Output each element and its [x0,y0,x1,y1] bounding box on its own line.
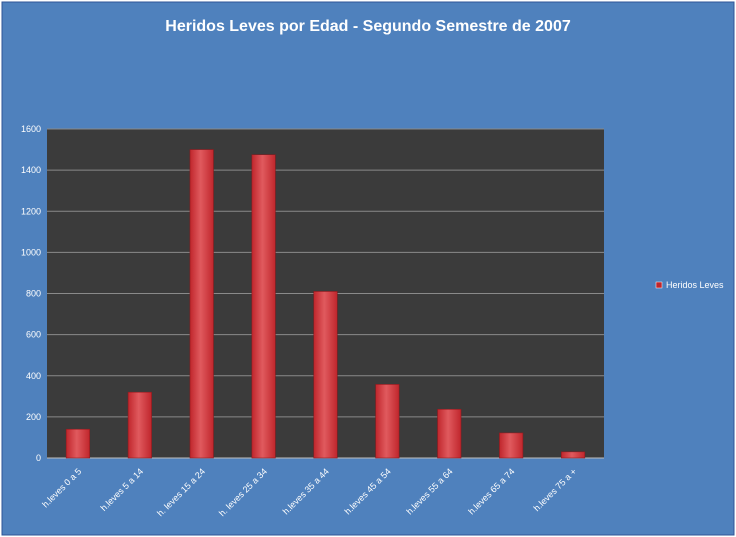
bar [560,451,586,459]
legend-label: Heridos Leves [666,280,724,290]
bars [65,149,586,459]
legend: Heridos Leves [655,280,724,290]
bar [313,291,338,459]
bar [437,408,462,459]
bar [65,428,91,459]
y-tick-label: 600 [26,330,41,340]
y-tick-label: 1000 [21,247,41,257]
bar [499,432,524,459]
y-tick-label: 1600 [21,124,41,134]
y-tick-label: 0 [36,453,41,463]
bar [189,149,214,459]
y-tick-label: 400 [26,371,41,381]
y-tick-label: 1400 [21,165,41,175]
chart-title: Heridos Leves por Edad - Segundo Semestr… [165,18,571,35]
bar [375,384,400,459]
legend-swatch [655,281,663,289]
y-tick-label: 200 [26,412,41,422]
bar [251,154,276,459]
y-tick-label: 1200 [21,206,41,216]
bar [127,391,152,459]
y-axis: 0 200 400 600 800 1000 1200 1400 1600 [21,124,41,463]
y-tick-label: 800 [26,289,41,299]
